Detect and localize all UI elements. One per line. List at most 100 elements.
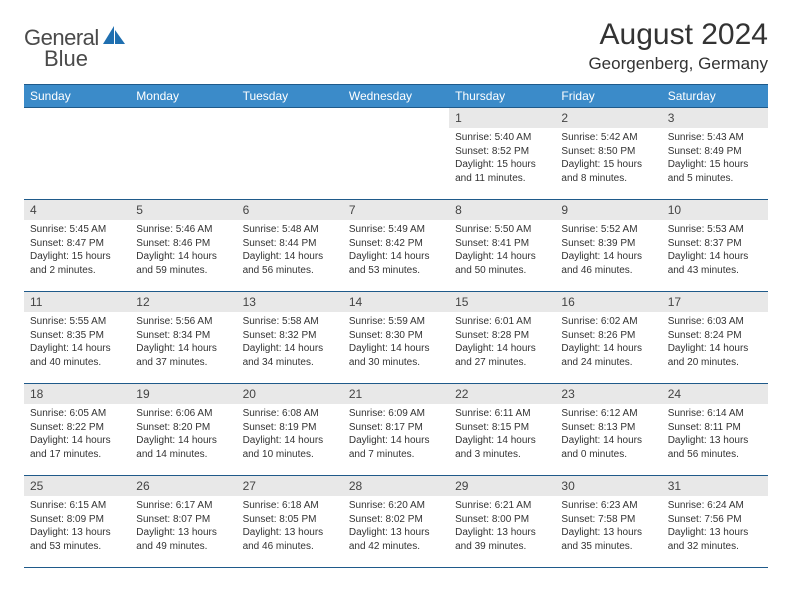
day-details: Sunrise: 6:17 AMSunset: 8:07 PMDaylight:… — [130, 496, 236, 559]
day-details: Sunrise: 6:15 AMSunset: 8:09 PMDaylight:… — [24, 496, 130, 559]
day-details: Sunrise: 6:08 AMSunset: 8:19 PMDaylight:… — [237, 404, 343, 467]
day-details: Sunrise: 5:43 AMSunset: 8:49 PMDaylight:… — [662, 128, 768, 191]
day-details: Sunrise: 5:56 AMSunset: 8:34 PMDaylight:… — [130, 312, 236, 375]
day-number: 30 — [555, 476, 661, 496]
calendar-cell: 11Sunrise: 5:55 AMSunset: 8:35 PMDayligh… — [24, 292, 130, 384]
day-details: Sunrise: 6:02 AMSunset: 8:26 PMDaylight:… — [555, 312, 661, 375]
col-tuesday: Tuesday — [237, 85, 343, 108]
day-number: 14 — [343, 292, 449, 312]
day-details: Sunrise: 5:55 AMSunset: 8:35 PMDaylight:… — [24, 312, 130, 375]
day-details: Sunrise: 6:23 AMSunset: 7:58 PMDaylight:… — [555, 496, 661, 559]
day-number: 12 — [130, 292, 236, 312]
calendar-row: 4Sunrise: 5:45 AMSunset: 8:47 PMDaylight… — [24, 200, 768, 292]
calendar-cell: 15Sunrise: 6:01 AMSunset: 8:28 PMDayligh… — [449, 292, 555, 384]
day-number: 3 — [662, 108, 768, 128]
col-sunday: Sunday — [24, 85, 130, 108]
calendar-cell: 8Sunrise: 5:50 AMSunset: 8:41 PMDaylight… — [449, 200, 555, 292]
day-details: Sunrise: 5:50 AMSunset: 8:41 PMDaylight:… — [449, 220, 555, 283]
calendar-cell — [24, 108, 130, 200]
calendar-cell: 17Sunrise: 6:03 AMSunset: 8:24 PMDayligh… — [662, 292, 768, 384]
day-details: Sunrise: 5:45 AMSunset: 8:47 PMDaylight:… — [24, 220, 130, 283]
day-number: 6 — [237, 200, 343, 220]
day-details: Sunrise: 5:46 AMSunset: 8:46 PMDaylight:… — [130, 220, 236, 283]
day-number: 28 — [343, 476, 449, 496]
calendar-cell: 3Sunrise: 5:43 AMSunset: 8:49 PMDaylight… — [662, 108, 768, 200]
day-number: 21 — [343, 384, 449, 404]
day-details: Sunrise: 6:01 AMSunset: 8:28 PMDaylight:… — [449, 312, 555, 375]
calendar-cell: 25Sunrise: 6:15 AMSunset: 8:09 PMDayligh… — [24, 476, 130, 568]
calendar-cell: 5Sunrise: 5:46 AMSunset: 8:46 PMDaylight… — [130, 200, 236, 292]
calendar-cell: 13Sunrise: 5:58 AMSunset: 8:32 PMDayligh… — [237, 292, 343, 384]
calendar-cell: 9Sunrise: 5:52 AMSunset: 8:39 PMDaylight… — [555, 200, 661, 292]
col-friday: Friday — [555, 85, 661, 108]
location: Georgenberg, Germany — [588, 54, 768, 74]
col-saturday: Saturday — [662, 85, 768, 108]
calendar-cell: 1Sunrise: 5:40 AMSunset: 8:52 PMDaylight… — [449, 108, 555, 200]
day-details: Sunrise: 5:58 AMSunset: 8:32 PMDaylight:… — [237, 312, 343, 375]
calendar-cell: 18Sunrise: 6:05 AMSunset: 8:22 PMDayligh… — [24, 384, 130, 476]
calendar-cell: 14Sunrise: 5:59 AMSunset: 8:30 PMDayligh… — [343, 292, 449, 384]
sail-icon — [101, 24, 127, 51]
day-number: 1 — [449, 108, 555, 128]
day-details: Sunrise: 6:24 AMSunset: 7:56 PMDaylight:… — [662, 496, 768, 559]
day-number: 17 — [662, 292, 768, 312]
day-number: 27 — [237, 476, 343, 496]
day-details: Sunrise: 6:05 AMSunset: 8:22 PMDaylight:… — [24, 404, 130, 467]
day-number: 29 — [449, 476, 555, 496]
calendar-row: 11Sunrise: 5:55 AMSunset: 8:35 PMDayligh… — [24, 292, 768, 384]
calendar-row: 1Sunrise: 5:40 AMSunset: 8:52 PMDaylight… — [24, 108, 768, 200]
day-number: 5 — [130, 200, 236, 220]
calendar-cell: 23Sunrise: 6:12 AMSunset: 8:13 PMDayligh… — [555, 384, 661, 476]
calendar-cell: 6Sunrise: 5:48 AMSunset: 8:44 PMDaylight… — [237, 200, 343, 292]
day-number: 11 — [24, 292, 130, 312]
day-details: Sunrise: 6:09 AMSunset: 8:17 PMDaylight:… — [343, 404, 449, 467]
title-block: August 2024 Georgenberg, Germany — [588, 18, 768, 74]
calendar-cell: 24Sunrise: 6:14 AMSunset: 8:11 PMDayligh… — [662, 384, 768, 476]
calendar-cell: 12Sunrise: 5:56 AMSunset: 8:34 PMDayligh… — [130, 292, 236, 384]
day-details: Sunrise: 5:49 AMSunset: 8:42 PMDaylight:… — [343, 220, 449, 283]
day-details: Sunrise: 6:06 AMSunset: 8:20 PMDaylight:… — [130, 404, 236, 467]
calendar-cell: 19Sunrise: 6:06 AMSunset: 8:20 PMDayligh… — [130, 384, 236, 476]
day-number: 16 — [555, 292, 661, 312]
header: General August 2024 Georgenberg, Germany — [24, 18, 768, 74]
calendar-cell: 16Sunrise: 6:02 AMSunset: 8:26 PMDayligh… — [555, 292, 661, 384]
brand-name-suffix: Blue — [44, 46, 88, 72]
day-details: Sunrise: 6:21 AMSunset: 8:00 PMDaylight:… — [449, 496, 555, 559]
calendar-cell — [237, 108, 343, 200]
calendar-cell: 4Sunrise: 5:45 AMSunset: 8:47 PMDaylight… — [24, 200, 130, 292]
day-details: Sunrise: 6:12 AMSunset: 8:13 PMDaylight:… — [555, 404, 661, 467]
calendar-cell: 7Sunrise: 5:49 AMSunset: 8:42 PMDaylight… — [343, 200, 449, 292]
day-number: 20 — [237, 384, 343, 404]
day-details: Sunrise: 6:14 AMSunset: 8:11 PMDaylight:… — [662, 404, 768, 467]
calendar-cell: 22Sunrise: 6:11 AMSunset: 8:15 PMDayligh… — [449, 384, 555, 476]
calendar-cell: 20Sunrise: 6:08 AMSunset: 8:19 PMDayligh… — [237, 384, 343, 476]
calendar-cell: 30Sunrise: 6:23 AMSunset: 7:58 PMDayligh… — [555, 476, 661, 568]
day-number: 25 — [24, 476, 130, 496]
calendar-body: 1Sunrise: 5:40 AMSunset: 8:52 PMDaylight… — [24, 108, 768, 568]
day-details: Sunrise: 5:48 AMSunset: 8:44 PMDaylight:… — [237, 220, 343, 283]
calendar-cell: 2Sunrise: 5:42 AMSunset: 8:50 PMDaylight… — [555, 108, 661, 200]
day-number: 4 — [24, 200, 130, 220]
calendar-cell: 21Sunrise: 6:09 AMSunset: 8:17 PMDayligh… — [343, 384, 449, 476]
calendar-page: General August 2024 Georgenberg, Germany… — [0, 0, 792, 578]
calendar-cell: 27Sunrise: 6:18 AMSunset: 8:05 PMDayligh… — [237, 476, 343, 568]
day-number: 15 — [449, 292, 555, 312]
day-number: 22 — [449, 384, 555, 404]
calendar-cell: 29Sunrise: 6:21 AMSunset: 8:00 PMDayligh… — [449, 476, 555, 568]
day-details: Sunrise: 6:18 AMSunset: 8:05 PMDaylight:… — [237, 496, 343, 559]
col-monday: Monday — [130, 85, 236, 108]
day-number: 26 — [130, 476, 236, 496]
day-number: 9 — [555, 200, 661, 220]
col-wednesday: Wednesday — [343, 85, 449, 108]
day-number: 7 — [343, 200, 449, 220]
calendar-cell — [343, 108, 449, 200]
day-details: Sunrise: 6:03 AMSunset: 8:24 PMDaylight:… — [662, 312, 768, 375]
day-number: 2 — [555, 108, 661, 128]
calendar-row: 18Sunrise: 6:05 AMSunset: 8:22 PMDayligh… — [24, 384, 768, 476]
day-number: 8 — [449, 200, 555, 220]
day-header-row: Sunday Monday Tuesday Wednesday Thursday… — [24, 85, 768, 108]
day-details: Sunrise: 5:53 AMSunset: 8:37 PMDaylight:… — [662, 220, 768, 283]
calendar-table: Sunday Monday Tuesday Wednesday Thursday… — [24, 84, 768, 568]
day-number: 10 — [662, 200, 768, 220]
calendar-row: 25Sunrise: 6:15 AMSunset: 8:09 PMDayligh… — [24, 476, 768, 568]
